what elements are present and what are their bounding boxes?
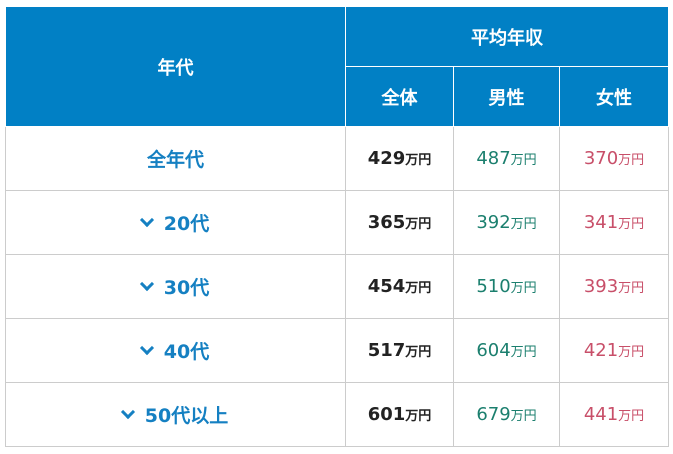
header-age: 年代: [5, 6, 346, 127]
age-cell[interactable]: 40代: [5, 318, 346, 383]
female-income-cell: 370万円: [558, 126, 670, 191]
header-all: 全体: [345, 66, 454, 127]
female-income-cell: 393万円: [558, 254, 670, 319]
header-male: 男性: [453, 66, 560, 127]
table-row: 20代 365万円 392万円 341万円: [5, 190, 670, 255]
income-value: 393: [583, 276, 619, 297]
age-label: 20代: [163, 213, 210, 235]
all-income-cell: 365万円: [345, 190, 454, 255]
chevron-down-icon[interactable]: [139, 340, 154, 356]
income-value: 421: [583, 340, 619, 361]
unit-label: 万円: [510, 345, 537, 360]
income-value: 510: [476, 276, 511, 297]
age-cell[interactable]: 30代: [5, 254, 346, 319]
unit-label: 万円: [510, 409, 537, 424]
female-income-cell: 421万円: [558, 318, 670, 383]
table-row: 50代以上 601万円 679万円 441万円: [5, 382, 670, 447]
income-value: 370: [583, 148, 619, 169]
income-value: 604: [476, 340, 511, 361]
unit-label: 万円: [405, 153, 432, 168]
income-value: 341: [583, 212, 619, 233]
income-value: 601: [367, 404, 406, 425]
male-income-cell: 487万円: [453, 126, 560, 191]
unit-label: 万円: [510, 153, 537, 168]
chevron-down-icon[interactable]: [139, 276, 154, 292]
all-income-cell: 517万円: [345, 318, 454, 383]
unit-label: 万円: [405, 281, 432, 296]
income-value: 517: [367, 340, 406, 361]
age-label: 30代: [163, 277, 210, 299]
all-income-cell: 454万円: [345, 254, 454, 319]
age-cell: 全年代: [5, 126, 346, 191]
age-cell[interactable]: 50代以上: [5, 382, 346, 447]
age-label: 50代以上: [144, 405, 229, 427]
female-income-cell: 341万円: [558, 190, 670, 255]
chevron-down-icon[interactable]: [120, 404, 135, 420]
age-label: 40代: [163, 341, 210, 363]
male-income-cell: 392万円: [453, 190, 560, 255]
male-income-cell: 510万円: [453, 254, 560, 319]
income-value: 679: [476, 404, 511, 425]
unit-label: 万円: [618, 217, 645, 232]
unit-label: 万円: [405, 345, 432, 360]
unit-label: 万円: [405, 409, 432, 424]
age-label: 全年代: [146, 149, 204, 171]
income-value: 365: [367, 212, 406, 233]
unit-label: 万円: [618, 281, 645, 296]
all-income-cell: 601万円: [345, 382, 454, 447]
unit-label: 万円: [510, 281, 537, 296]
income-value: 392: [476, 212, 511, 233]
female-income-cell: 441万円: [558, 382, 670, 447]
chevron-down-icon[interactable]: [139, 212, 154, 228]
male-income-cell: 679万円: [453, 382, 560, 447]
table-row: 40代 517万円 604万円 421万円: [5, 318, 670, 383]
male-income-cell: 604万円: [453, 318, 560, 383]
income-value: 429: [367, 148, 406, 169]
unit-label: 万円: [618, 153, 645, 168]
table-row: 全年代 429万円 487万円 370万円: [5, 126, 670, 191]
income-value: 454: [367, 276, 406, 297]
income-value: 487: [476, 148, 511, 169]
all-income-cell: 429万円: [345, 126, 454, 191]
unit-label: 万円: [510, 217, 537, 232]
unit-label: 万円: [618, 345, 645, 360]
unit-label: 万円: [618, 409, 645, 424]
income-value: 441: [583, 404, 619, 425]
salary-table: 年代 平均年収 全体 男性 女性 全年代 429万円 487万円 370万円 20代 36…: [5, 6, 670, 447]
header-avg-income: 平均年収: [344, 6, 670, 67]
age-cell[interactable]: 20代: [5, 190, 346, 255]
header-female: 女性: [558, 66, 670, 127]
unit-label: 万円: [405, 217, 432, 232]
table-row: 30代 454万円 510万円 393万円: [5, 254, 670, 319]
